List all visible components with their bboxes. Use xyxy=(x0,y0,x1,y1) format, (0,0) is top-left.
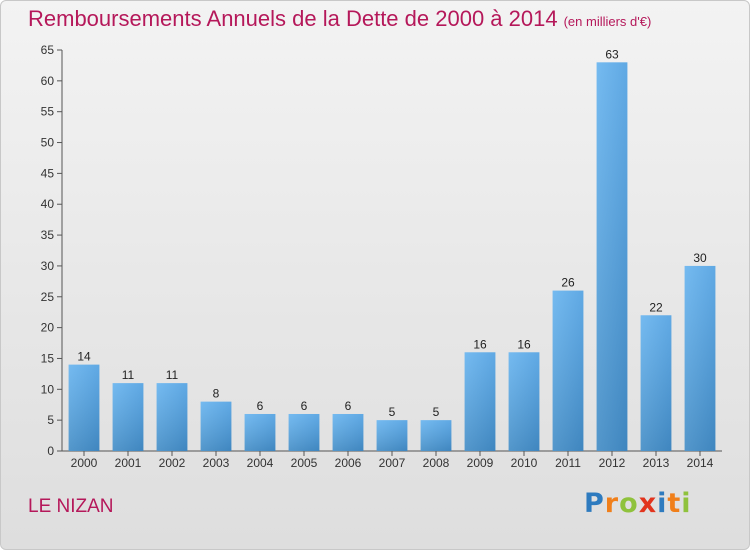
bar-shade xyxy=(112,383,144,451)
x-tick-label: 2008 xyxy=(423,456,450,470)
data-label: 6 xyxy=(345,399,352,413)
bar-shade xyxy=(464,352,496,451)
x-tick-label: 2010 xyxy=(511,456,538,470)
data-label: 16 xyxy=(517,337,531,351)
y-tick-label: 40 xyxy=(41,197,55,211)
x-tick-label: 2013 xyxy=(643,456,670,470)
data-label: 6 xyxy=(301,399,308,413)
bar-shade xyxy=(156,383,188,451)
data-label: 11 xyxy=(166,368,179,382)
data-label: 5 xyxy=(389,405,396,419)
data-label: 5 xyxy=(433,405,440,419)
x-tick-label: 2014 xyxy=(687,456,714,470)
y-tick-label: 60 xyxy=(41,74,55,88)
data-label: 22 xyxy=(649,300,663,314)
y-tick-label: 35 xyxy=(41,228,55,242)
bar-shade xyxy=(288,413,320,451)
x-ticks: 2000 2001 2002 2003 2004 2005 2006 2007 2008 2009… xyxy=(71,451,714,470)
y-tick-label: 50 xyxy=(41,136,55,150)
bar-shade xyxy=(376,420,408,451)
bar-shade xyxy=(244,413,276,451)
x-tick-label: 2002 xyxy=(159,456,186,470)
data-label: 63 xyxy=(605,47,619,61)
x-tick-label: 2009 xyxy=(467,456,494,470)
data-label: 14 xyxy=(77,350,91,364)
logo-letter: t xyxy=(667,488,682,519)
bars: 14 11 11 8 6 6 6 5 5 16 16 26 63 22 30 xyxy=(68,47,716,451)
y-tick-label: 15 xyxy=(41,351,55,365)
y-tick-label: 0 xyxy=(47,444,54,458)
bar-shade xyxy=(684,265,716,451)
bar-shade xyxy=(420,420,452,451)
data-label: 11 xyxy=(122,368,135,382)
y-tick-label: 30 xyxy=(41,259,55,273)
x-tick-label: 2004 xyxy=(247,456,274,470)
data-label: 26 xyxy=(561,276,575,290)
chart-title: Remboursements Annuels de la Dette de 20… xyxy=(28,6,651,32)
logo-letter: x xyxy=(638,488,658,519)
bar-shade xyxy=(640,315,672,451)
x-tick-label: 2003 xyxy=(203,456,230,470)
x-tick-label: 2001 xyxy=(115,456,142,470)
bar-shade xyxy=(552,290,584,451)
proxiti-logo: Proxiti xyxy=(584,488,692,519)
x-tick-label: 2006 xyxy=(335,456,362,470)
logo-letter: P xyxy=(584,488,605,519)
logo-letter: r xyxy=(604,488,620,519)
y-tick-label: 55 xyxy=(41,105,55,119)
bar-shade xyxy=(68,364,100,451)
y-tick-label: 20 xyxy=(41,321,55,335)
bar-shade xyxy=(596,62,628,451)
logo-letter: i xyxy=(681,488,692,519)
x-tick-label: 2000 xyxy=(71,456,98,470)
bar-shade xyxy=(508,352,540,451)
commune-name: LE NIZAN xyxy=(28,496,114,517)
bar-shade xyxy=(332,413,364,451)
data-label: 6 xyxy=(257,399,264,413)
x-tick-label: 2012 xyxy=(599,456,626,470)
y-tick-label: 5 xyxy=(47,413,54,427)
y-tick-label: 10 xyxy=(41,382,55,396)
y-tick-label: 25 xyxy=(41,290,55,304)
logo-letter: i xyxy=(657,488,668,519)
unit-note: (en milliers d'€) xyxy=(563,14,652,29)
data-label: 8 xyxy=(213,387,220,401)
data-label: 30 xyxy=(693,251,707,265)
data-label: 16 xyxy=(473,337,487,351)
x-tick-label: 2005 xyxy=(291,456,318,470)
bar-shade xyxy=(200,401,232,451)
x-tick-label: 2007 xyxy=(379,456,406,470)
chart-title-text: Remboursements Annuels de la Dette de 20… xyxy=(28,6,558,31)
y-ticks: 0 5 10 15 20 25 30 35 40 45 50 55 60 65 xyxy=(41,43,62,458)
y-tick-label: 45 xyxy=(41,166,55,180)
x-tick-label: 2011 xyxy=(555,456,581,470)
y-tick-label: 65 xyxy=(41,43,55,57)
logo-letter: o xyxy=(619,488,639,519)
